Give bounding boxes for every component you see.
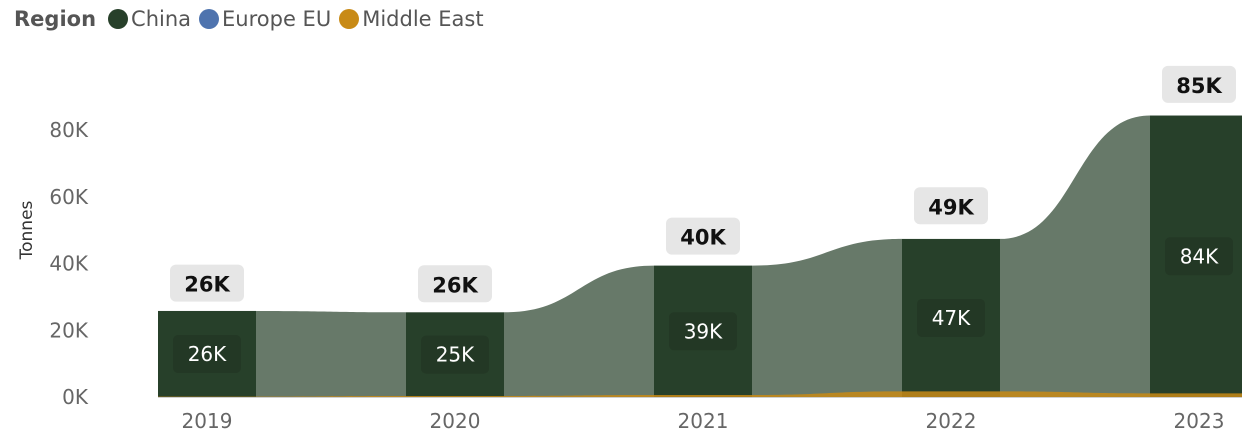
total-label-2020: 26K [432,273,478,297]
data-label-china-2023: 84K [1180,244,1219,268]
legend-item-middle-east[interactable]: Middle East [339,7,484,31]
y-axis-title: Tonnes [17,200,37,260]
legend-marker-china [108,9,129,29]
ribbon-china-2021-2022 [752,238,902,397]
legend-marker-middle-east [339,9,360,29]
data-label-bg [421,335,489,374]
bars-china [158,115,1242,397]
legend-item-china[interactable]: China [108,7,191,31]
legend-title: Region [14,7,97,31]
data-label-bg [173,334,241,373]
data-label-bg [1165,237,1233,276]
total-label-bg [914,187,988,225]
total-label-2019: 26K [184,273,230,297]
y-tick-label: 20K [49,318,88,342]
bar-china-2022 [902,238,1000,397]
total-label-2022: 49K [928,195,974,219]
y-tick-label: 60K [49,185,88,209]
data-label-china-2021: 39K [684,319,723,343]
data-label-bg [669,312,737,351]
x-tick-label: 2020 [430,409,481,433]
data-label-china-2019: 26K [188,342,227,366]
series-middle-east [158,391,1242,397]
ribbon-china-2019-2020 [256,310,406,397]
area-middle-east [158,391,1242,397]
total-label-bg [1162,65,1236,103]
bar-china-2020 [406,312,504,397]
x-tick-label: 2022 [926,409,977,433]
legend-label-middle-east: Middle East [362,7,484,31]
ribbons [256,115,1150,397]
legend-item-europe-eu[interactable]: Europe EU [199,7,331,31]
x-tick-label: 2023 [1174,409,1225,433]
bar-china-2021 [654,265,752,397]
legend-label-china: China [131,7,192,31]
y-tick-label: 80K [49,118,88,142]
x-tick-label: 2019 [182,409,233,433]
total-label-bg [418,265,492,303]
total-label-bg [666,217,740,255]
data-label-bg [917,298,985,337]
data-label-china-2020: 25K [436,343,475,367]
legend-marker-europe-eu [199,9,220,29]
y-tick-label: 40K [49,252,88,276]
x-tick-label: 2021 [678,409,729,433]
total-label-2023: 85K [1176,74,1222,98]
ribbon-china-2020-2021 [504,265,654,397]
ribbon-china-2022-2023 [1000,115,1150,397]
total-label-2021: 40K [680,226,726,250]
legend: Region China Europe EU Middle East [14,5,492,33]
legend-label-europe-eu: Europe EU [222,7,332,31]
total-label-bg [170,264,244,302]
data-label-china-2022: 47K [932,306,971,330]
bar-china-2019 [158,310,256,397]
y-tick-label: 0K [62,385,89,409]
bar-china-2023 [1150,115,1242,397]
